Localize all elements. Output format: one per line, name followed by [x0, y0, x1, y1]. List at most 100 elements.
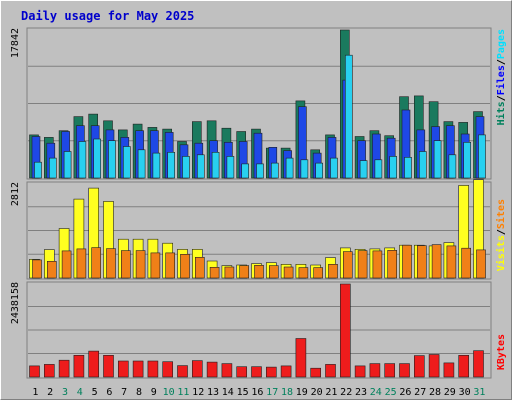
kbytes-bar: [458, 354, 470, 378]
sites-bar: [224, 266, 235, 279]
sites-bar: [283, 266, 294, 279]
pages-bar: [404, 157, 412, 179]
kbytes-bar: [384, 363, 396, 378]
pages-bar: [285, 157, 294, 179]
x-tick-label: 17: [266, 387, 278, 398]
kbytes-bar: [58, 359, 70, 378]
sites-bar: [61, 250, 72, 279]
legend-kbytes: KBytes: [496, 334, 507, 370]
x-tick-label: 5: [92, 387, 98, 398]
sites-bar: [387, 250, 398, 279]
kbytes-bar: [295, 338, 307, 378]
pages-bar: [48, 157, 57, 179]
sites-bar: [195, 256, 205, 279]
kbytes-bar: [369, 363, 381, 378]
x-tick-label: 24: [370, 387, 382, 398]
kbytes-bar: [206, 361, 218, 378]
pages-bar: [137, 149, 146, 179]
legend-sites: Sites: [495, 199, 507, 229]
pages-bar: [93, 138, 101, 179]
sites-bar: [254, 264, 264, 279]
pages-bar: [418, 151, 427, 179]
sites-bar: [150, 252, 161, 279]
sites-bar: [239, 265, 249, 279]
panel-hits-frame: [26, 27, 492, 180]
x-tick-label: 8: [136, 387, 142, 398]
x-tick-label: 10: [163, 387, 175, 398]
kbytes-bar: [118, 360, 129, 378]
visits-ymax-label: 2812: [10, 182, 21, 206]
sites-bar: [328, 263, 338, 279]
pages-bar: [78, 141, 87, 179]
x-tick-label: 16: [251, 387, 263, 398]
sites-bar: [268, 265, 279, 279]
kbytes-bar: [192, 360, 203, 378]
sites-bar: [76, 248, 87, 279]
x-tick-label: 26: [399, 387, 411, 398]
sites-bar: [46, 260, 57, 279]
pages-bar: [463, 142, 472, 179]
kbytes-bar: [236, 366, 247, 378]
sites-bar: [461, 247, 472, 279]
x-tick-label: 14: [222, 387, 234, 398]
sites-bar: [402, 244, 412, 279]
sites-bar: [180, 254, 190, 279]
pages-bar: [211, 152, 220, 179]
pages-bar: [197, 154, 205, 179]
legend-pages: Pages: [496, 29, 507, 59]
kbytes-bar: [310, 367, 322, 378]
x-tick-label: 27: [414, 387, 426, 398]
kbytes-bar: [147, 360, 159, 378]
x-tick-label: 21: [325, 387, 337, 398]
pages-bar: [315, 162, 324, 179]
kbytes-bar: [413, 355, 425, 378]
x-tick-label: 2: [47, 387, 53, 398]
sites-bar: [416, 245, 427, 279]
legend-hits: Hits: [495, 101, 507, 125]
kbytes-bar: [399, 363, 410, 378]
pages-bar: [167, 152, 175, 179]
pages-bar: [433, 140, 442, 179]
pages-bar: [478, 134, 486, 179]
x-tick-label: 3: [62, 387, 68, 398]
pages-bar: [123, 146, 131, 179]
kbytes-bar: [428, 354, 440, 378]
x-tick-label: 31: [473, 387, 485, 398]
bars: [29, 29, 486, 378]
x-tick-label: 11: [177, 387, 189, 398]
kbytes-bar: [339, 283, 351, 378]
kbytes-bar: [88, 350, 99, 378]
legend-visits-sites: Visits/Sites: [495, 199, 507, 271]
x-tick-label: 19: [296, 387, 308, 398]
x-axis-labels: 1 2 3 4 5 6 7 8 9 10 11 12 13 14 15 16 17 18 19 20 21 22 23 24 2…: [32, 387, 485, 398]
hits-ymax-label: 17842: [10, 28, 21, 58]
sites-bar: [446, 245, 457, 279]
pages-bar: [448, 154, 457, 179]
kbytes-bar: [221, 363, 233, 378]
sites-bar: [357, 250, 368, 279]
pages-bar: [34, 161, 42, 179]
pages-bar: [256, 163, 264, 179]
kbytes-bar: [43, 364, 55, 378]
x-tick-label: 25: [385, 387, 397, 398]
pages-bar: [152, 152, 161, 179]
pages-bar: [300, 159, 309, 179]
grid-lines: [28, 65, 490, 354]
panel-visits-frame: [26, 181, 492, 280]
x-tick-label: 18: [281, 387, 293, 398]
sites-bar: [121, 250, 131, 279]
x-tick-label: 30: [459, 387, 471, 398]
sites-bar: [476, 249, 486, 279]
kbytes-bar: [103, 354, 114, 378]
x-tick-label: 20: [311, 387, 323, 398]
pages-bar: [226, 156, 235, 179]
sites-bar: [342, 251, 353, 279]
x-tick-label: 22: [340, 387, 352, 398]
pages-bar: [359, 160, 368, 179]
x-tick-label: 4: [77, 387, 83, 398]
kbytes-bar: [280, 365, 292, 378]
sites-bar: [209, 266, 220, 279]
kbytes-bar: [177, 365, 188, 378]
kbytes-bar: [473, 350, 484, 378]
